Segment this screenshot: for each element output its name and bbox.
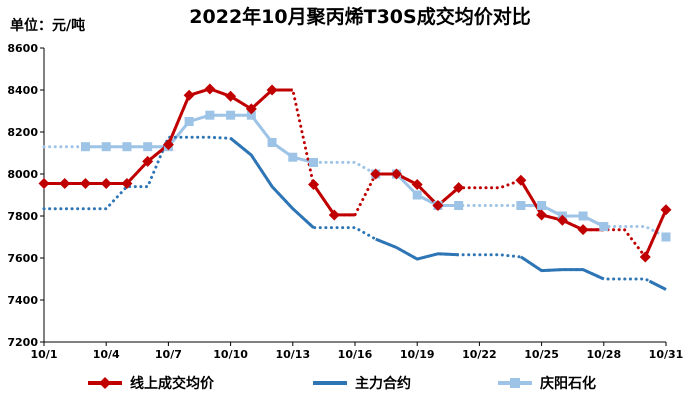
- y-tick-label: 8200: [7, 126, 38, 139]
- data-point-diamond: [245, 103, 257, 115]
- series-2: [42, 113, 668, 239]
- unit-label: 单位：元/吨: [10, 17, 85, 34]
- data-point-diamond: [183, 89, 195, 101]
- series-markers: [38, 83, 672, 263]
- x-tick-label: 10/31: [649, 348, 684, 361]
- y-tick-label: 7800: [7, 210, 38, 223]
- data-point-square: [226, 110, 236, 120]
- data-point-square: [516, 201, 526, 210]
- y-tick-label: 8400: [7, 84, 38, 97]
- x-tick-label: 10/22: [462, 348, 497, 361]
- y-tick-label: 7400: [7, 294, 38, 307]
- data-point-diamond: [453, 182, 465, 194]
- series-solid-segment: [229, 137, 315, 229]
- data-point-diamond: [59, 177, 71, 189]
- data-point-diamond: [142, 155, 154, 167]
- data-point-square: [309, 157, 319, 167]
- data-point-square: [537, 201, 547, 210]
- data-point-diamond: [536, 209, 548, 221]
- legend-label: 线上成交均价: [130, 375, 215, 392]
- data-point-diamond: [411, 179, 423, 190]
- series-solid-segment: [375, 237, 459, 261]
- y-tick-label: 7600: [7, 252, 38, 265]
- legend: 线上成交均价 主力合约 庆阳石化: [88, 375, 596, 392]
- legend-marker-square: [510, 378, 520, 388]
- data-point-square: [184, 117, 194, 126]
- legend-item: 主力合约: [313, 375, 411, 392]
- data-point-diamond: [204, 83, 216, 95]
- chart-title: 2022年10月聚丙烯T30S成交均价对比: [189, 5, 530, 28]
- x-tick-label: 10/16: [338, 348, 373, 361]
- data-point-diamond: [370, 168, 382, 180]
- series-solid-segment: [520, 255, 605, 281]
- legend-marker-diamond: [99, 377, 111, 389]
- series-dotted-line: [42, 135, 668, 291]
- data-point-diamond: [121, 177, 133, 189]
- series-0: [42, 87, 668, 260]
- data-point-square: [205, 110, 215, 120]
- data-point-diamond: [162, 139, 174, 151]
- data-point-square: [288, 152, 298, 162]
- data-point-square: [122, 142, 132, 152]
- x-tick-label: 10/19: [400, 348, 435, 361]
- data-point-diamond: [432, 200, 444, 211]
- legend-item: 线上成交均价: [88, 375, 215, 392]
- data-point-diamond: [390, 168, 402, 180]
- legend-item: 庆阳石化: [498, 375, 596, 392]
- x-axis: 10/1 10/4 10/7 10/10 10/13 10/16 10/19 10/22 10/…: [31, 341, 684, 361]
- data-point-square: [80, 142, 90, 152]
- data-point-square: [143, 142, 153, 152]
- data-point-square: [267, 138, 277, 147]
- data-point-square: [599, 222, 609, 231]
- data-point-square: [101, 142, 111, 152]
- data-point-diamond: [308, 179, 320, 190]
- series-solid-segment: [44, 87, 293, 185]
- x-tick-label: 10/10: [213, 348, 248, 361]
- x-tick-label: 10/25: [524, 348, 559, 361]
- series-solid-segment: [643, 209, 668, 258]
- series-dotted-line: [42, 113, 668, 239]
- data-point-square: [661, 232, 671, 242]
- data-point-diamond: [38, 177, 50, 189]
- y-tick-label: 7200: [7, 336, 38, 349]
- series-solid-segment: [648, 279, 667, 291]
- x-tick-label: 10/13: [275, 348, 310, 361]
- data-point-square: [454, 201, 464, 210]
- data-point-diamond: [660, 204, 672, 216]
- data-point-diamond: [79, 177, 91, 189]
- data-point-diamond: [100, 177, 112, 189]
- data-point-diamond: [556, 214, 568, 226]
- data-point-square: [578, 211, 588, 221]
- legend-label: 主力合约: [355, 375, 411, 392]
- x-tick-label: 10/28: [586, 348, 621, 361]
- x-tick-label: 10/7: [155, 348, 182, 361]
- data-point-diamond: [577, 224, 589, 236]
- data-point-diamond: [266, 84, 278, 96]
- x-tick-label: 10/4: [93, 348, 120, 361]
- data-point-diamond: [515, 174, 527, 186]
- y-tick-label: 8000: [7, 168, 38, 181]
- legend-label: 庆阳石化: [540, 375, 596, 392]
- data-point-diamond: [328, 209, 340, 221]
- data-point-square: [246, 110, 256, 120]
- series-1: [42, 135, 668, 291]
- data-point-square: [412, 190, 422, 200]
- x-tick-label: 10/1: [31, 348, 58, 361]
- data-point-diamond: [225, 90, 237, 102]
- series-lines: [42, 87, 668, 291]
- y-axis: 7200 7400 7600 7800 8000 8200 8400 8600: [7, 42, 45, 349]
- data-point-diamond: [639, 251, 651, 263]
- y-tick-label: 8600: [7, 42, 38, 55]
